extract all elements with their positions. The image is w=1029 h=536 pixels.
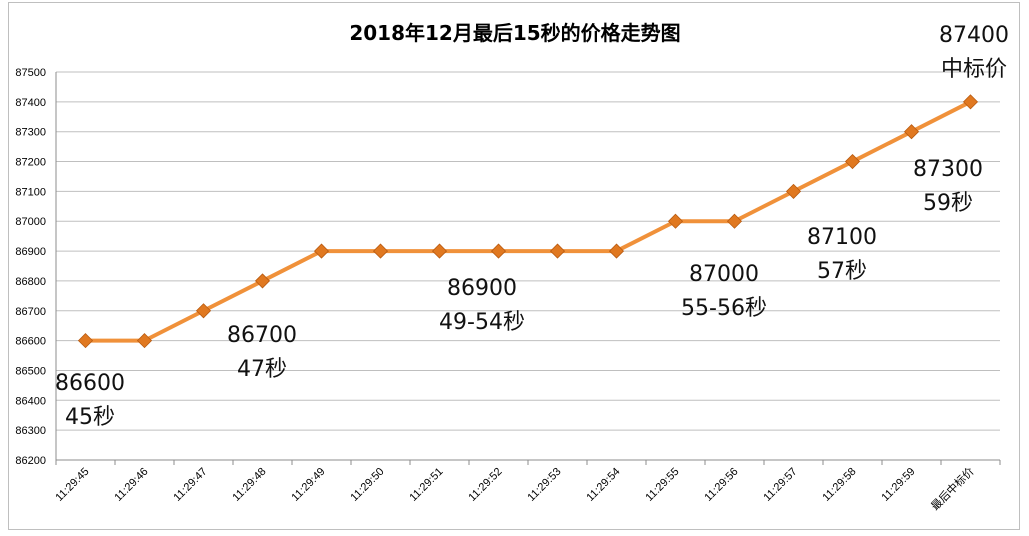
y-tick-label: 86800 bbox=[15, 276, 46, 288]
data-point bbox=[372, 243, 389, 259]
annotation-value: 86600 bbox=[55, 371, 125, 396]
y-tick-label: 86400 bbox=[15, 395, 46, 407]
x-tick-label: 11:29:50 bbox=[348, 466, 386, 504]
y-tick-label: 87200 bbox=[15, 157, 46, 169]
x-tick-label: 11:29:53 bbox=[525, 466, 563, 504]
data-point bbox=[431, 243, 448, 259]
y-tick-label: 86300 bbox=[15, 425, 46, 437]
series-line bbox=[77, 94, 979, 349]
data-point bbox=[785, 183, 802, 199]
y-axis: 86200 86300 86400 86500 86600 86700 86800 86900… bbox=[15, 67, 57, 467]
annotation-value: 87400 bbox=[939, 23, 1009, 48]
annotation-value: 86700 bbox=[227, 323, 297, 348]
y-tick-label: 86900 bbox=[15, 246, 46, 258]
x-tick-label: 11:29:45 bbox=[53, 466, 91, 504]
x-tick-label: 11:29:55 bbox=[643, 466, 681, 504]
x-axis: 11:29:45 11:29:46 11:29:47 11:29:48 11:29:49… bbox=[53, 459, 1001, 513]
annotation-label: 57秒 bbox=[817, 259, 867, 284]
annotation-value: 87100 bbox=[807, 225, 877, 250]
annotation-value: 86900 bbox=[447, 276, 517, 301]
data-point bbox=[313, 243, 330, 259]
annotation-label: 中标价 bbox=[941, 57, 1007, 82]
x-tick-label: 最后中标价 bbox=[928, 464, 977, 513]
x-tick-label: 11:29:52 bbox=[466, 466, 504, 504]
data-point bbox=[254, 273, 271, 289]
data-point bbox=[549, 243, 566, 259]
x-tick-label: 11:29:48 bbox=[230, 466, 268, 504]
data-point bbox=[903, 124, 920, 140]
x-tick-label: 11:29:56 bbox=[702, 466, 740, 504]
annotation-value: 87000 bbox=[689, 262, 759, 287]
y-tick-label: 87300 bbox=[15, 127, 46, 139]
data-point bbox=[195, 303, 212, 319]
data-point bbox=[490, 243, 507, 259]
data-point bbox=[962, 94, 979, 110]
x-tick-label: 11:29:47 bbox=[171, 466, 209, 504]
annotation-value: 87300 bbox=[913, 157, 983, 182]
x-tick-label: 11:29:59 bbox=[879, 466, 917, 504]
y-tick-label: 86200 bbox=[15, 455, 46, 467]
x-tick-label: 11:29:57 bbox=[761, 466, 799, 504]
annotation-label: 59秒 bbox=[923, 191, 973, 216]
x-tick-label: 11:29:46 bbox=[112, 466, 150, 504]
series-path bbox=[85, 100, 972, 343]
x-tick-label: 11:29:49 bbox=[289, 466, 327, 504]
data-point bbox=[726, 213, 743, 229]
y-tick-label: 87400 bbox=[15, 97, 46, 109]
annotation-label: 45秒 bbox=[65, 405, 115, 430]
annotation-label: 47秒 bbox=[237, 357, 287, 382]
chart-frame bbox=[8, 2, 1020, 530]
annotation-label: 55-56秒 bbox=[681, 296, 767, 321]
annotations: 86600 45秒 86700 47秒 86900 49-54秒 87000 55-56秒 87… bbox=[55, 23, 1009, 430]
y-tick-label: 86500 bbox=[15, 365, 46, 377]
x-tick-label: 11:29:51 bbox=[407, 466, 445, 504]
data-point bbox=[77, 333, 94, 349]
y-tick-label: 86700 bbox=[15, 306, 46, 318]
annotation-label: 49-54秒 bbox=[439, 310, 525, 335]
data-point bbox=[608, 243, 625, 259]
data-point bbox=[136, 333, 153, 349]
x-tick-label: 11:29:58 bbox=[820, 466, 858, 504]
data-point bbox=[844, 153, 861, 170]
y-tick-label: 87100 bbox=[15, 186, 46, 198]
data-point bbox=[667, 213, 684, 229]
chart-title: 2018年12月最后15秒的价格走势图 bbox=[349, 21, 680, 45]
x-tick-label: 11:29:54 bbox=[584, 466, 622, 504]
y-tick-label: 86600 bbox=[15, 336, 46, 348]
y-tick-label: 87000 bbox=[15, 216, 46, 228]
y-tick-label: 87500 bbox=[15, 67, 46, 79]
